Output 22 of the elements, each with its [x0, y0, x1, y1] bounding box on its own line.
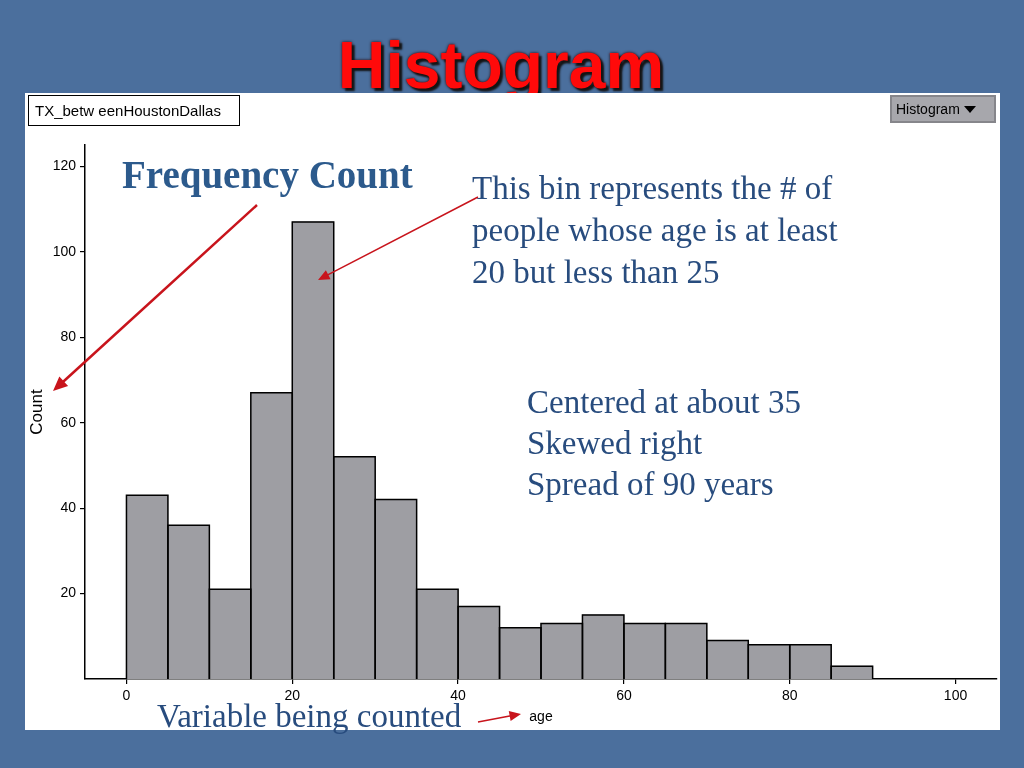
- x-tick-label: 20: [284, 687, 301, 704]
- annotation: Spread of 90 years: [527, 465, 774, 504]
- y-tick-label: 40: [60, 498, 77, 515]
- x-tick-label: 60: [616, 687, 632, 704]
- annotation: This bin represents the # of people whose age is at least 20 but less than 25: [472, 169, 839, 292]
- y-tick-label: 60: [60, 413, 77, 430]
- chart-title: Histogram: [337, 28, 665, 102]
- y-tick-label: 20: [60, 584, 77, 601]
- annotation: Frequency Count: [122, 153, 413, 196]
- x-tick-label: 100: [943, 687, 968, 704]
- x-axis-title: age: [529, 708, 553, 725]
- x-tick-label: 0: [122, 687, 131, 704]
- x-tick-label: 40: [450, 687, 467, 704]
- y-tick-label: 100: [52, 242, 77, 259]
- y-axis-title: Count: [26, 389, 46, 435]
- text: TX_betw eenHoustonDallas: [35, 101, 221, 121]
- y-tick-label: 120: [52, 157, 77, 174]
- x-tick-label: 80: [781, 687, 798, 704]
- annotation: Skewed right: [527, 424, 703, 463]
- text: Histogram: [896, 101, 960, 117]
- annotation: Centered at about 35: [527, 383, 801, 422]
- y-tick-label: 80: [60, 328, 77, 345]
